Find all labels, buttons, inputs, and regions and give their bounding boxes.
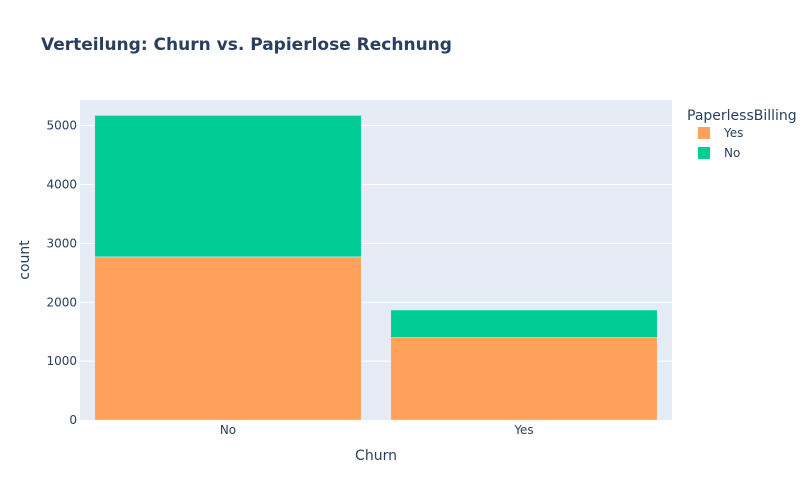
x-tick-label: Yes (513, 423, 533, 437)
y-tick-label: 0 (69, 413, 77, 427)
bar-no-yes[interactable] (94, 256, 362, 421)
y-tick-label: 1000 (46, 354, 77, 368)
bar-group (94, 115, 658, 421)
bar-yes-yes[interactable] (390, 337, 658, 421)
y-tick-labels: 0 1000 2000 3000 4000 5000 (46, 119, 77, 427)
y-tick-label: 5000 (46, 119, 77, 133)
chart-title: Verteilung: Churn vs. Papierlose Rechnun… (41, 35, 452, 55)
y-tick-label: 3000 (46, 236, 77, 250)
legend-label[interactable]: Yes (723, 126, 743, 140)
x-axis-title: Churn (355, 448, 397, 464)
x-tick-labels: No Yes (220, 423, 534, 437)
y-tick-label: 2000 (46, 295, 77, 309)
legend-label[interactable]: No (724, 146, 740, 160)
x-tick-label: No (220, 423, 236, 437)
legend-swatch[interactable] (698, 147, 710, 159)
y-axis-title: count (17, 240, 33, 280)
legend-swatch[interactable] (698, 127, 710, 139)
y-tick-label: 4000 (46, 178, 77, 192)
bar-yes-no[interactable] (390, 309, 658, 338)
bar-no-no[interactable] (94, 115, 362, 258)
legend-title: PaperlessBilling (687, 108, 797, 124)
legend[interactable]: PaperlessBilling Yes No (687, 108, 797, 160)
